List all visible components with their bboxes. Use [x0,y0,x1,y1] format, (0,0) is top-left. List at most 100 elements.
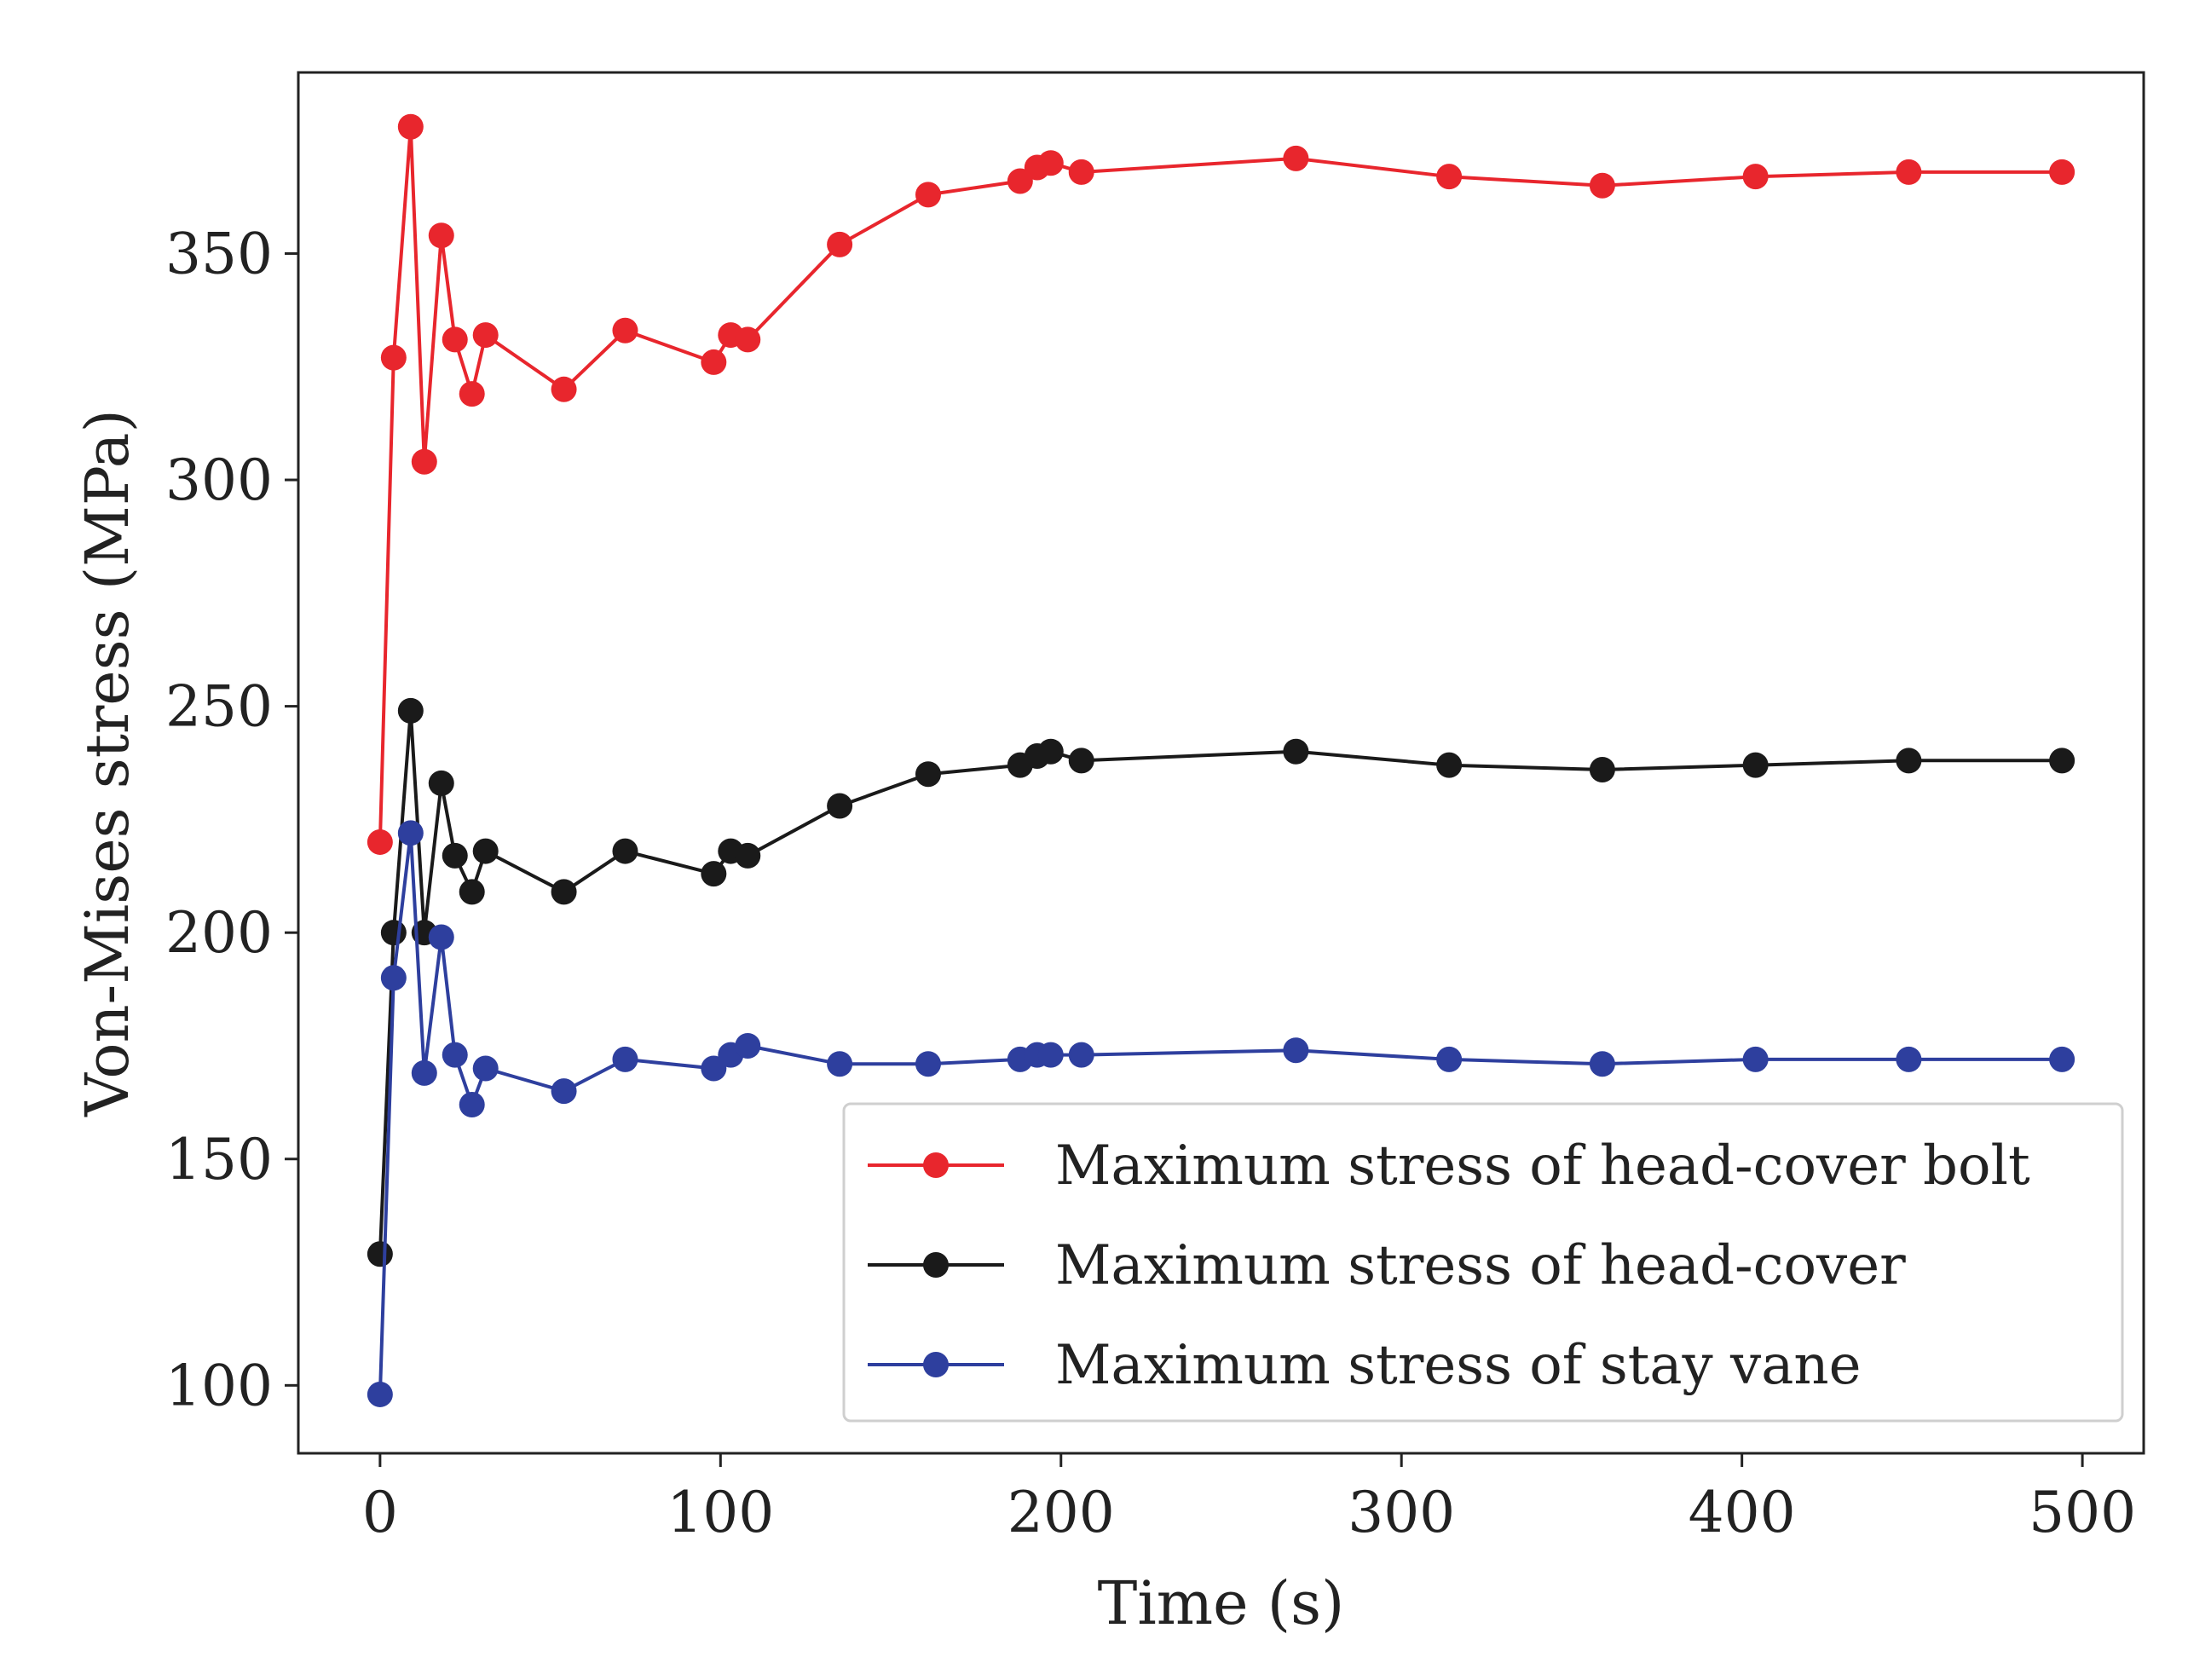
data-point [551,1078,577,1105]
data-point [1436,164,1463,190]
data-point [1436,1046,1463,1072]
data-point [442,842,468,869]
data-point [397,820,424,846]
y-tick-label: 100 [165,1353,273,1418]
data-point [428,770,454,796]
y-tick-label: 300 [165,447,273,513]
data-point [380,965,407,991]
legend-label: Maximum stress of stay vane [1055,1334,1861,1397]
data-point [701,349,727,375]
data-point [472,322,499,349]
data-point [1068,748,1094,774]
x-tick-label: 400 [1689,1480,1796,1545]
data-point [551,879,577,905]
data-point [915,1051,941,1077]
data-point [1896,159,1922,185]
legend-label: Maximum stress of head-cover [1055,1234,1906,1297]
data-point [472,838,499,864]
data-point [1589,172,1615,199]
data-point [367,1381,393,1407]
data-point [1037,738,1064,765]
legend-label: Maximum stress of head-cover bolt [1055,1134,2030,1198]
data-point [428,924,454,950]
series-1 [367,113,2075,855]
data-point [2049,748,2075,774]
legend-box [842,1102,2124,1423]
data-point [1896,1046,1922,1072]
data-point [701,1055,727,1082]
data-point [551,376,577,402]
legend-item: Maximum stress of head-cover bolt [868,1134,2030,1198]
y-axis-ticks: 100 150 200 250 300 350 [165,221,298,1418]
data-point [2049,159,2075,185]
data-point [1283,145,1309,171]
data-point [1037,1042,1064,1068]
data-point [428,222,454,249]
data-point [1007,168,1033,194]
data-point [1436,752,1463,778]
y-tick-label: 150 [165,1127,273,1192]
data-point [827,793,853,819]
data-point [915,761,941,788]
data-point [2049,1046,2075,1072]
x-tick-label: 100 [667,1480,774,1545]
legend: Maximum stress of head-cover bolt Maximum… [842,1102,2124,1423]
data-point [380,920,407,946]
data-point [459,1092,485,1118]
data-point [411,1059,437,1086]
data-point [367,828,393,855]
data-point [827,231,853,257]
legend-item: Maximum stress of head-cover [868,1234,1906,1297]
y-tick-label: 250 [165,674,273,740]
series-3 [367,820,2075,1407]
y-tick-label: 200 [165,900,273,966]
plot-area [297,71,2145,1455]
data-point [472,1055,499,1082]
data-point [1742,1046,1769,1072]
series-layer [367,113,2075,1407]
plot-frame [297,71,2145,1455]
data-point [1068,159,1094,185]
x-axis-title: Time (s) [1098,1568,1345,1638]
data-point [612,838,638,864]
data-point [1589,756,1615,782]
data-point [827,1051,853,1077]
data-point [735,842,761,869]
data-point [459,879,485,905]
data-point [1037,150,1064,176]
legend-marker [923,1152,949,1178]
data-point [612,1046,638,1072]
x-tick-label: 200 [1007,1480,1115,1545]
data-point [397,697,424,724]
data-point [411,448,437,475]
data-point [612,317,638,344]
data-point [1283,1037,1309,1064]
data-point [735,1032,761,1059]
data-point [397,113,424,140]
data-point [1742,164,1769,190]
data-point [735,326,761,353]
data-point [1742,752,1769,778]
data-point [1068,1042,1094,1068]
y-axis-title: Von-Mises stress (MPa) [72,409,142,1117]
series-line [378,124,2063,843]
legend-marker [923,1252,949,1278]
y-tick-label: 350 [165,221,273,286]
data-point [459,381,485,407]
data-point [701,861,727,887]
x-axis-ticks: 0 100 200 300 400 500 [362,1453,2136,1545]
x-tick-label: 500 [2029,1480,2136,1545]
data-point [380,344,407,371]
data-point [1589,1051,1615,1077]
data-point [367,1241,393,1267]
series-2 [367,697,2075,1267]
x-tick-label: 0 [362,1480,398,1545]
data-point [1896,748,1922,774]
legend-item: Maximum stress of stay vane [868,1334,1861,1397]
legend-marker [923,1352,949,1377]
data-point [442,326,468,353]
x-tick-label: 300 [1348,1480,1455,1545]
data-point [442,1042,468,1068]
data-point [1283,738,1309,765]
